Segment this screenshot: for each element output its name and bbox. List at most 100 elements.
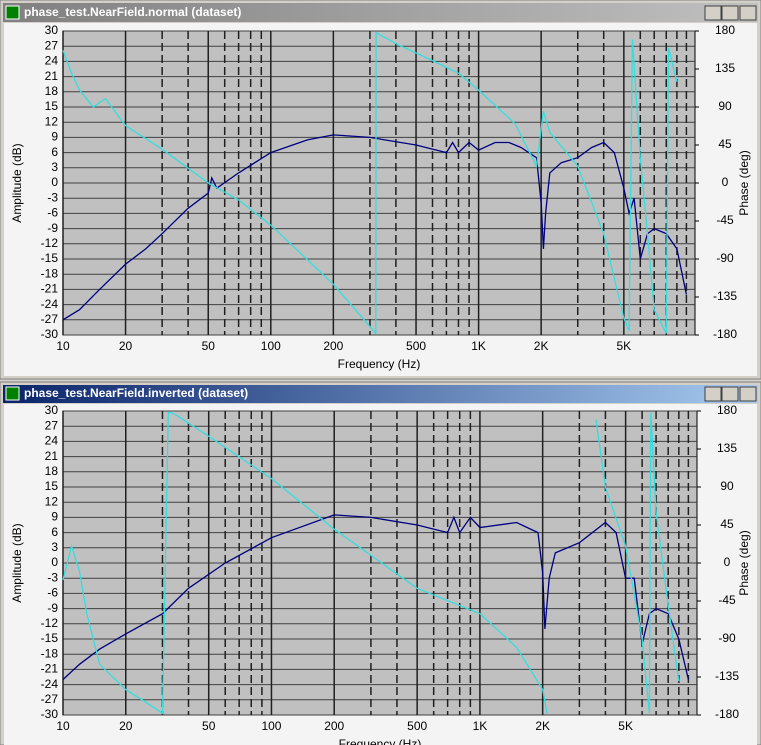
y-tick-label: 18 (45, 464, 59, 478)
y-tick-label: -21 (41, 662, 59, 676)
series-line (62, 412, 680, 715)
y2-tick-label: 45 (718, 137, 732, 151)
y-tick-label: 12 (45, 114, 59, 128)
y-tick-label: -12 (41, 236, 59, 250)
y2-tick-label: 90 (720, 479, 734, 493)
x-tick-label: 10 (56, 719, 70, 733)
y2-axis-label: Phase (deg) (737, 150, 751, 215)
y-tick-label: -3 (47, 190, 58, 204)
window-icon (5, 5, 20, 20)
y2-tick-label: 90 (718, 99, 732, 113)
x-tick-label: 1K (471, 339, 486, 353)
window-title: phase_test.NearField.normal (dataset) (24, 5, 241, 19)
y2-tick-label: 135 (715, 61, 735, 75)
x-tick-label: 20 (119, 719, 133, 733)
x-axis-label: Frequency (Hz) (339, 737, 422, 745)
y-tick-label: 21 (45, 69, 59, 83)
x-tick-label: 100 (261, 719, 281, 733)
y2-tick-label: 45 (720, 517, 734, 531)
y-tick-label: 0 (51, 555, 58, 569)
y2-tick-label: 135 (717, 441, 737, 455)
x-axis-label: Frequency (Hz) (338, 357, 421, 371)
y-tick-label: 15 (45, 99, 59, 113)
y-tick-label: 30 (45, 403, 59, 417)
y2-tick-label: 0 (724, 555, 731, 569)
y-tick-label: -9 (47, 221, 58, 235)
y-tick-label: 3 (51, 540, 58, 554)
y2-tick-label: -180 (713, 327, 737, 341)
x-tick-label: 500 (406, 339, 426, 353)
y2-tick-label: 0 (722, 175, 729, 189)
maximize-button[interactable] (721, 386, 739, 402)
y-axis-label: Amplitude (dB) (10, 523, 24, 602)
y-tick-label: 9 (51, 130, 58, 144)
y-tick-label: -6 (47, 206, 58, 220)
x-tick-label: 20 (119, 339, 133, 353)
y-tick-label: 21 (45, 449, 59, 463)
close-button[interactable] (739, 5, 757, 21)
y-tick-label: 6 (51, 145, 58, 159)
title-bar (3, 385, 758, 403)
x-tick-label: 5K (618, 719, 633, 733)
y2-tick-label: -90 (718, 631, 736, 645)
y-tick-label: -18 (41, 646, 59, 660)
y-tick-label: 9 (51, 510, 58, 524)
series-line (62, 134, 688, 321)
y2-tick-label: -135 (715, 669, 739, 683)
y-tick-label: 27 (45, 38, 59, 52)
y-tick-label: -12 (41, 616, 59, 630)
maximize-button[interactable] (721, 5, 739, 21)
y-tick-label: 27 (45, 418, 59, 432)
y-tick-label: -30 (41, 327, 59, 341)
y-tick-label: -18 (41, 266, 59, 280)
y-axis-label: Amplitude (dB) (10, 143, 24, 222)
y-tick-label: -9 (47, 601, 58, 615)
y-tick-label: -24 (41, 677, 59, 691)
x-tick-label: 200 (323, 339, 343, 353)
y-tick-label: -15 (41, 251, 59, 265)
x-tick-label: 500 (407, 719, 427, 733)
minimize-button[interactable] (704, 5, 722, 21)
y-tick-label: 6 (51, 525, 58, 539)
y-tick-label: 30 (45, 23, 59, 37)
title-bar (3, 3, 758, 22)
x-tick-label: 2K (535, 719, 550, 733)
y-tick-label: -24 (41, 297, 59, 311)
window-title: phase_test.NearField.inverted (dataset) (24, 386, 248, 400)
y-tick-label: -30 (41, 707, 59, 721)
y-tick-label: 24 (45, 54, 59, 68)
series-line (62, 31, 678, 336)
y-tick-label: -15 (41, 631, 59, 645)
y2-tick-label: -90 (716, 251, 734, 265)
x-tick-label: 200 (324, 719, 344, 733)
x-tick-label: 5K (617, 339, 632, 353)
x-tick-label: 100 (261, 339, 281, 353)
minimize-button[interactable] (704, 386, 722, 402)
y-tick-label: -3 (47, 570, 58, 584)
y2-tick-label: -135 (713, 289, 737, 303)
y-tick-label: -21 (41, 282, 59, 296)
y-tick-label: 24 (45, 434, 59, 448)
y-tick-label: -27 (41, 312, 59, 326)
y2-tick-label: 180 (715, 23, 735, 37)
x-tick-label: 50 (202, 719, 216, 733)
x-tick-label: 50 (202, 339, 216, 353)
y-tick-label: -27 (41, 692, 59, 706)
y2-tick-label: -180 (715, 707, 739, 721)
y-tick-label: 12 (45, 494, 59, 508)
y2-tick-label: -45 (718, 593, 736, 607)
y-tick-label: 15 (45, 479, 59, 493)
y2-tick-label: -45 (716, 213, 734, 227)
close-button[interactable] (739, 386, 757, 402)
x-tick-label: 2K (534, 339, 549, 353)
y2-tick-label: 180 (717, 403, 737, 417)
x-tick-label: 1K (473, 719, 488, 733)
y-tick-label: 0 (51, 175, 58, 189)
y-tick-label: -6 (47, 586, 58, 600)
window-icon (5, 386, 20, 401)
y2-axis-label: Phase (deg) (737, 530, 751, 595)
y-tick-label: 3 (51, 160, 58, 174)
x-tick-label: 10 (56, 339, 70, 353)
